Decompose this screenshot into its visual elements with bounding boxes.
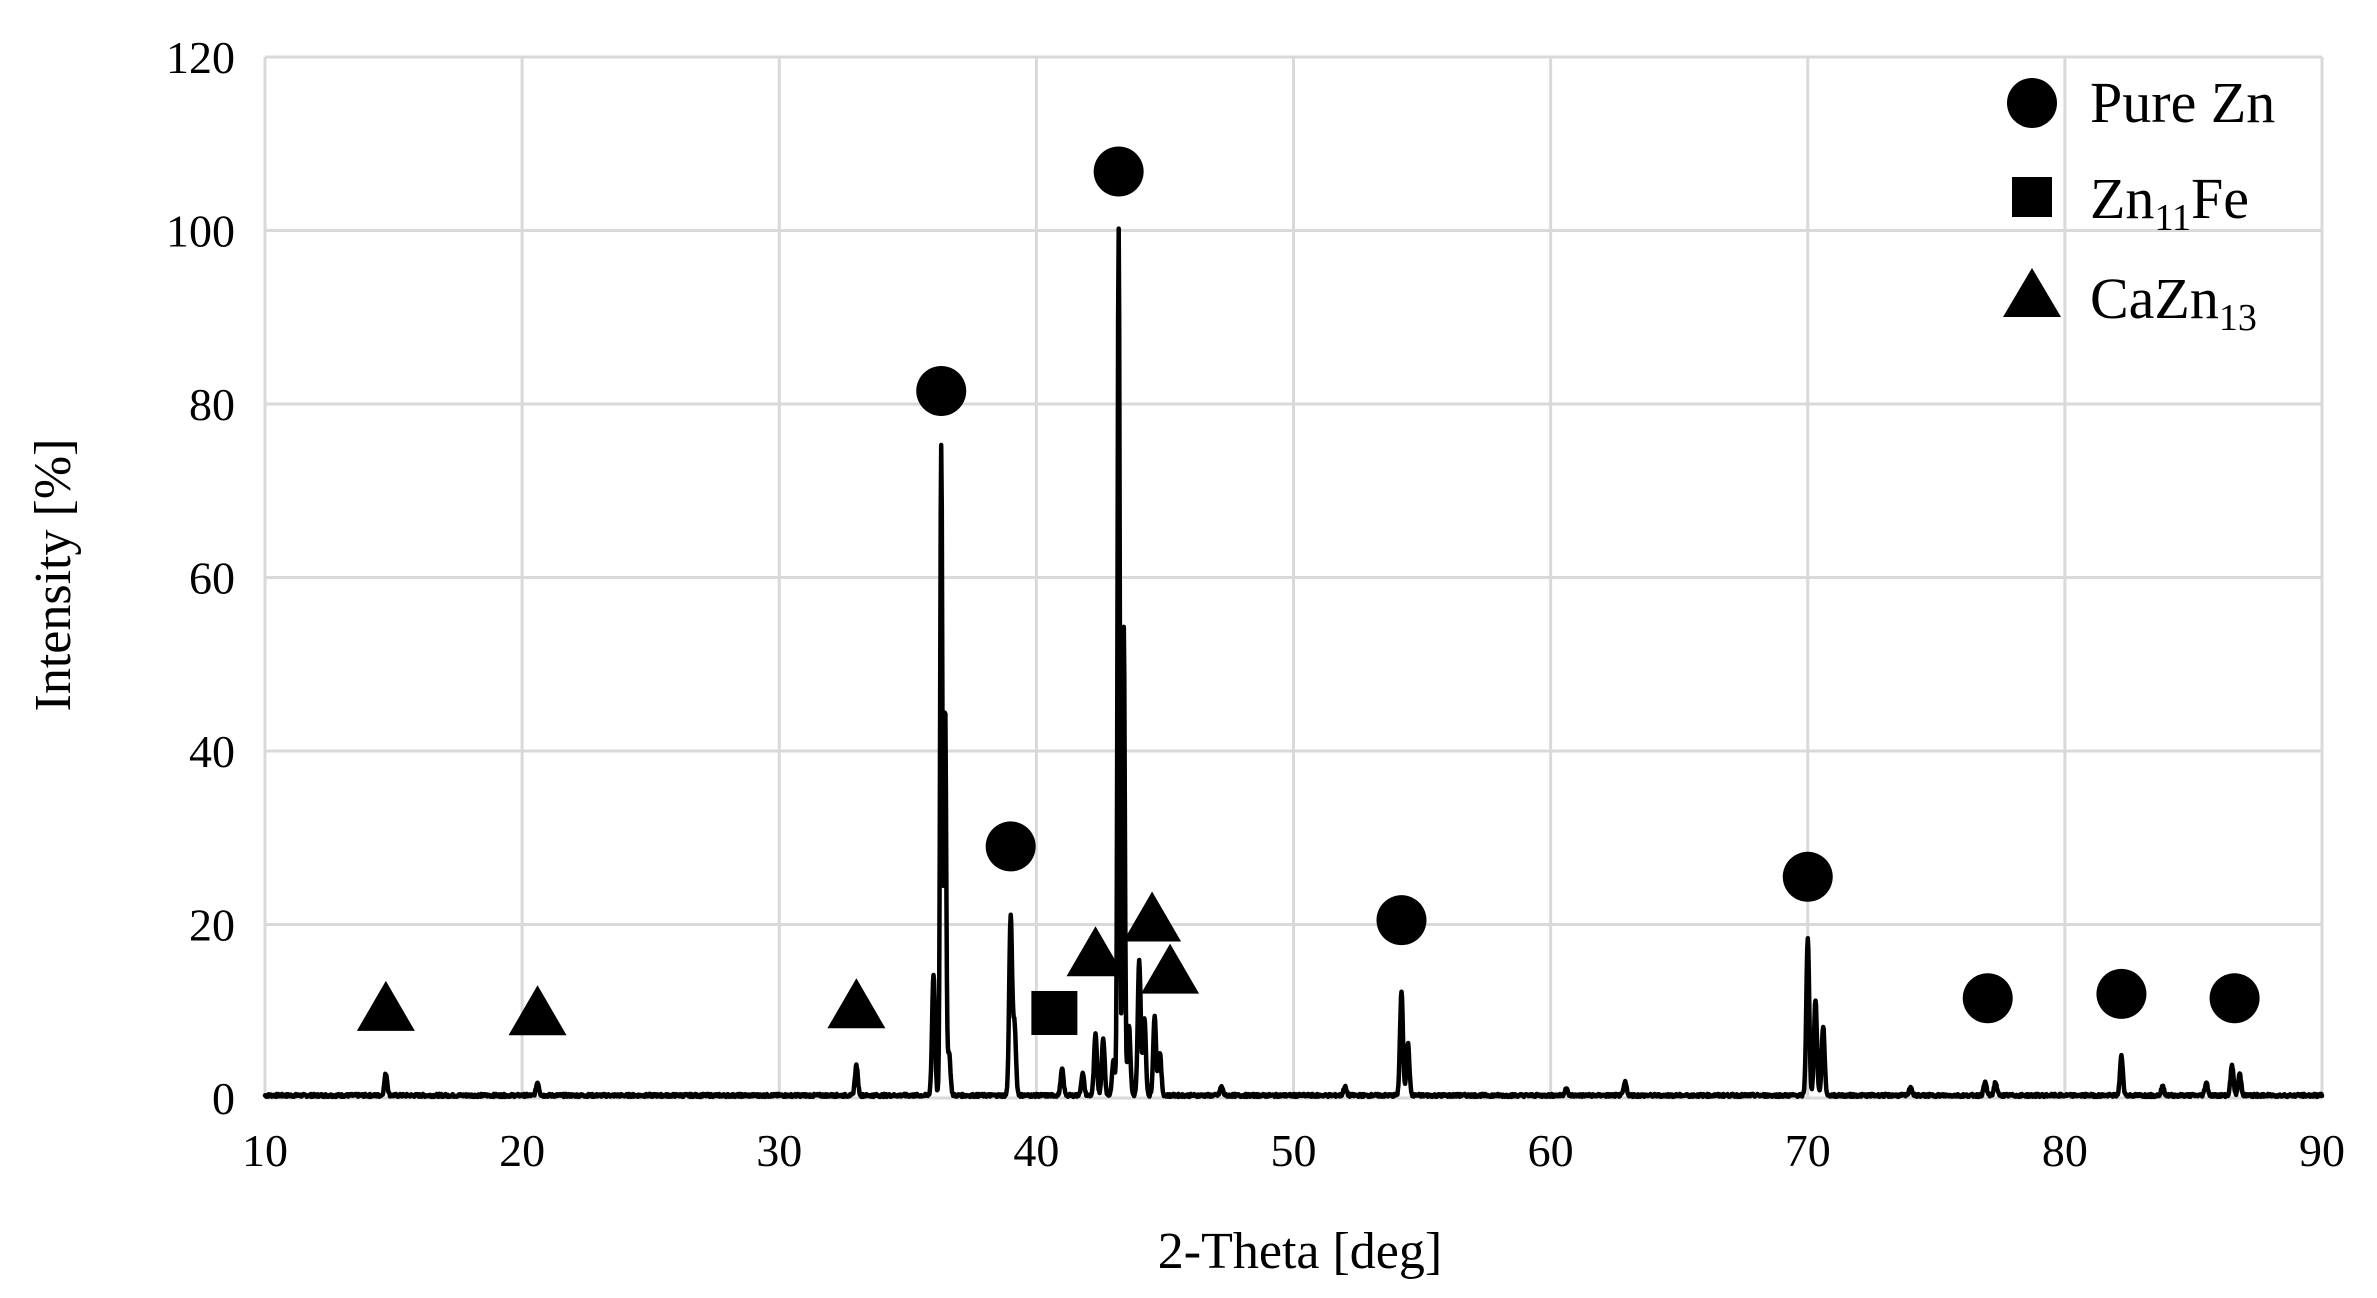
pure-zn-marker bbox=[985, 821, 1036, 872]
x-tick-label: 80 bbox=[2042, 1125, 2088, 1176]
y-tick-labels: 0 20 40 60 80 100 120 bbox=[166, 32, 235, 1124]
y-tick-label: 40 bbox=[189, 726, 235, 777]
legend-label-pure-zn: Pure Zn bbox=[2090, 70, 2275, 135]
cazn13-marker bbox=[1123, 891, 1182, 942]
pure-zn-marker bbox=[1093, 146, 1144, 197]
x-tick-label: 40 bbox=[1013, 1125, 1059, 1176]
legend-circle-marker bbox=[2007, 78, 2057, 128]
cazn13-marker bbox=[827, 978, 886, 1029]
y-tick-label: 60 bbox=[189, 553, 235, 604]
zn11fe-marker bbox=[1031, 990, 1078, 1035]
x-tick-label: 50 bbox=[1271, 1125, 1317, 1176]
legend-square-marker bbox=[2012, 177, 2052, 217]
x-tick-label: 10 bbox=[242, 1125, 288, 1176]
y-tick-label: 0 bbox=[212, 1073, 235, 1124]
y-tick-label: 120 bbox=[166, 32, 235, 83]
x-tick-label: 30 bbox=[756, 1125, 802, 1176]
y-axis-title: Intensity [%] bbox=[25, 439, 82, 712]
y-tick-label: 80 bbox=[189, 379, 235, 430]
diffraction-trace bbox=[262, 226, 2325, 1100]
pure-zn-marker bbox=[916, 365, 967, 416]
pure-zn-marker bbox=[2209, 973, 2260, 1024]
x-tick-labels: 10 20 30 40 50 60 70 80 90 bbox=[242, 1125, 2345, 1176]
legend-label-cazn13: CaZn13 bbox=[2090, 266, 2257, 339]
cazn13-marker bbox=[508, 985, 567, 1036]
pure-zn-marker bbox=[1376, 895, 1427, 946]
x-tick-label: 70 bbox=[1785, 1125, 1831, 1176]
cazn13-marker bbox=[1066, 926, 1125, 977]
pure-zn-marker bbox=[2096, 968, 2147, 1019]
grid-lines bbox=[263, 55, 2324, 1100]
legend-triangle-marker bbox=[2003, 268, 2061, 317]
x-tick-label: 90 bbox=[2299, 1125, 2345, 1176]
x-tick-label: 20 bbox=[499, 1125, 545, 1176]
pure-zn-marker bbox=[1782, 851, 1833, 902]
x-axis-title: 2-Theta [deg] bbox=[1158, 1223, 1442, 1280]
x-tick-label: 60 bbox=[1528, 1125, 1574, 1176]
y-tick-label: 100 bbox=[166, 206, 235, 257]
pure-zn-marker bbox=[1962, 973, 2013, 1024]
legend-label-zn11fe: Zn11Fe bbox=[2090, 166, 2249, 239]
cazn13-marker bbox=[1141, 943, 1200, 994]
phase-markers bbox=[356, 146, 2260, 1036]
y-tick-label: 20 bbox=[189, 900, 235, 951]
legend-item-zn11fe: Zn11Fe bbox=[2012, 166, 2249, 239]
legend-item-pure-zn: Pure Zn bbox=[2007, 70, 2275, 135]
cazn13-marker bbox=[356, 980, 415, 1031]
legend: Pure Zn Zn11Fe CaZn13 bbox=[2003, 70, 2275, 339]
legend-item-cazn13: CaZn13 bbox=[2003, 266, 2257, 339]
